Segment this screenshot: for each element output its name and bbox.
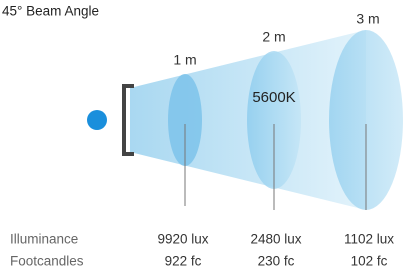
- light-source: [87, 110, 107, 130]
- illuminance-value: 9920 lux: [157, 232, 208, 247]
- color-temperature: 5600K: [252, 89, 295, 106]
- footcandles-value: 102 fc: [351, 254, 388, 269]
- illuminance-value: 2480 lux: [250, 232, 301, 247]
- row-label: Footcandles: [10, 254, 84, 269]
- footcandles-value: 922 fc: [165, 254, 202, 269]
- distance-label: 2 m: [262, 29, 285, 45]
- row-label: Illuminance: [10, 232, 78, 247]
- footcandles-value: 230 fc: [258, 254, 295, 269]
- illuminance-value: 1102 lux: [344, 232, 394, 247]
- diagram: 45° Beam Angle 1 m 2 m 3 m 5600K Illumin…: [0, 0, 406, 271]
- title: 45° Beam Angle: [2, 4, 99, 19]
- distance-label: 3 m: [356, 11, 379, 27]
- distance-label: 1 m: [173, 52, 196, 68]
